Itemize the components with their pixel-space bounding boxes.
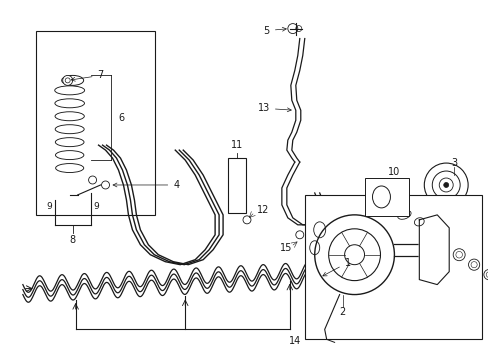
Text: 4: 4: [113, 180, 179, 190]
Text: 10: 10: [387, 167, 400, 177]
Text: 11: 11: [230, 140, 243, 150]
Bar: [304, 195, 481, 339]
Text: 2: 2: [339, 307, 345, 318]
Text: 14: 14: [288, 336, 300, 346]
Text: 9: 9: [94, 202, 99, 211]
Text: 3: 3: [450, 158, 456, 168]
Text: 5: 5: [263, 26, 285, 36]
Bar: [364, 178, 408, 216]
Text: 8: 8: [69, 235, 76, 245]
Text: 6: 6: [118, 113, 124, 123]
Text: 15: 15: [279, 243, 291, 253]
Polygon shape: [419, 215, 448, 285]
Text: 9: 9: [46, 202, 52, 211]
Text: 1: 1: [322, 258, 350, 276]
Bar: [36, 31, 155, 215]
Bar: [227, 158, 245, 213]
Text: 12: 12: [256, 205, 269, 215]
Circle shape: [443, 183, 448, 188]
Text: 13: 13: [257, 103, 291, 113]
Ellipse shape: [61, 75, 83, 85]
Circle shape: [62, 75, 73, 85]
Text: 7: 7: [71, 71, 103, 81]
